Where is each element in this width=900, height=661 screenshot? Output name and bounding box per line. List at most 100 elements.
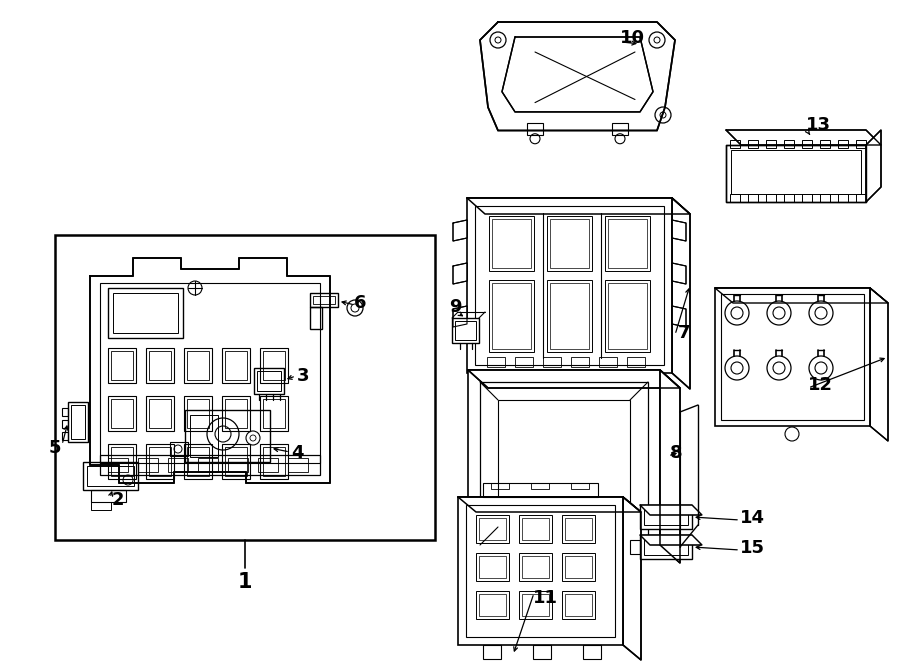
Bar <box>170 442 188 456</box>
Text: 12: 12 <box>807 376 833 394</box>
Bar <box>108 348 136 383</box>
Bar <box>146 444 174 479</box>
Bar <box>644 539 688 555</box>
Bar <box>489 280 534 352</box>
Bar <box>149 399 171 428</box>
Bar <box>547 280 592 352</box>
Bar <box>68 402 88 442</box>
Text: 4: 4 <box>291 444 303 462</box>
Bar <box>91 502 111 510</box>
Bar <box>100 455 320 475</box>
Bar <box>565 518 592 540</box>
Bar <box>111 399 133 428</box>
Bar <box>187 351 209 380</box>
Bar <box>185 410 270 462</box>
Text: 11: 11 <box>533 589 557 607</box>
Bar <box>455 321 476 340</box>
Bar <box>483 645 501 659</box>
Bar <box>168 458 188 472</box>
Bar <box>100 283 320 463</box>
Polygon shape <box>726 145 866 202</box>
Bar <box>111 447 133 476</box>
Bar <box>149 351 171 380</box>
Bar <box>479 518 506 540</box>
Polygon shape <box>90 258 330 483</box>
Bar <box>184 396 212 431</box>
Bar <box>612 123 628 135</box>
Bar <box>562 515 595 543</box>
Text: 1: 1 <box>238 572 252 592</box>
Bar <box>492 283 531 349</box>
Polygon shape <box>623 497 641 660</box>
Bar <box>838 140 848 148</box>
Text: 7: 7 <box>678 324 690 342</box>
Bar <box>263 399 285 428</box>
Text: 3: 3 <box>297 367 310 385</box>
Bar <box>730 140 740 148</box>
Bar <box>62 408 68 416</box>
Bar <box>640 505 692 529</box>
Bar <box>263 351 285 380</box>
Bar <box>62 432 68 440</box>
Bar <box>492 219 531 268</box>
Bar <box>476 515 509 543</box>
Bar <box>571 483 589 489</box>
Bar <box>487 357 505 367</box>
Bar <box>91 490 126 502</box>
Bar <box>640 535 692 559</box>
Bar <box>310 307 322 329</box>
Bar <box>263 447 285 476</box>
Polygon shape <box>726 130 881 145</box>
Bar <box>630 540 640 554</box>
Bar <box>522 556 549 578</box>
Bar <box>87 466 134 486</box>
Bar <box>543 357 561 367</box>
Text: 14: 14 <box>740 509 764 527</box>
Polygon shape <box>640 505 702 515</box>
Bar <box>533 645 551 659</box>
Bar <box>254 368 284 394</box>
Bar <box>627 357 645 367</box>
Bar <box>480 382 648 545</box>
Polygon shape <box>480 22 675 130</box>
Bar <box>225 351 247 380</box>
Bar <box>467 198 672 373</box>
Bar <box>802 194 812 202</box>
Bar <box>146 348 174 383</box>
Bar <box>452 318 479 343</box>
Bar <box>222 444 250 479</box>
Bar <box>260 348 288 383</box>
Polygon shape <box>467 198 690 214</box>
Polygon shape <box>458 497 641 512</box>
Bar <box>838 194 848 202</box>
Text: 9: 9 <box>449 298 461 316</box>
Bar <box>562 591 595 619</box>
Polygon shape <box>672 198 690 389</box>
Bar <box>489 216 534 271</box>
Text: 5: 5 <box>49 439 61 457</box>
Bar <box>820 140 830 148</box>
Bar <box>111 351 133 380</box>
Bar <box>715 288 870 426</box>
Polygon shape <box>502 37 653 112</box>
Bar <box>222 348 250 383</box>
Bar <box>225 447 247 476</box>
Bar <box>856 140 866 148</box>
Bar <box>257 371 281 391</box>
Bar <box>731 150 861 194</box>
Bar <box>190 415 218 457</box>
Text: 2: 2 <box>112 491 124 509</box>
Text: 8: 8 <box>670 444 682 462</box>
Bar <box>225 399 247 428</box>
Bar <box>856 194 866 202</box>
Polygon shape <box>715 288 888 303</box>
Bar <box>802 140 812 148</box>
Polygon shape <box>453 306 467 327</box>
Bar <box>108 444 136 479</box>
Bar <box>531 483 549 489</box>
Bar <box>766 194 776 202</box>
Bar <box>108 288 183 338</box>
Bar <box>748 194 758 202</box>
Bar <box>260 396 288 431</box>
Bar <box>458 497 623 645</box>
